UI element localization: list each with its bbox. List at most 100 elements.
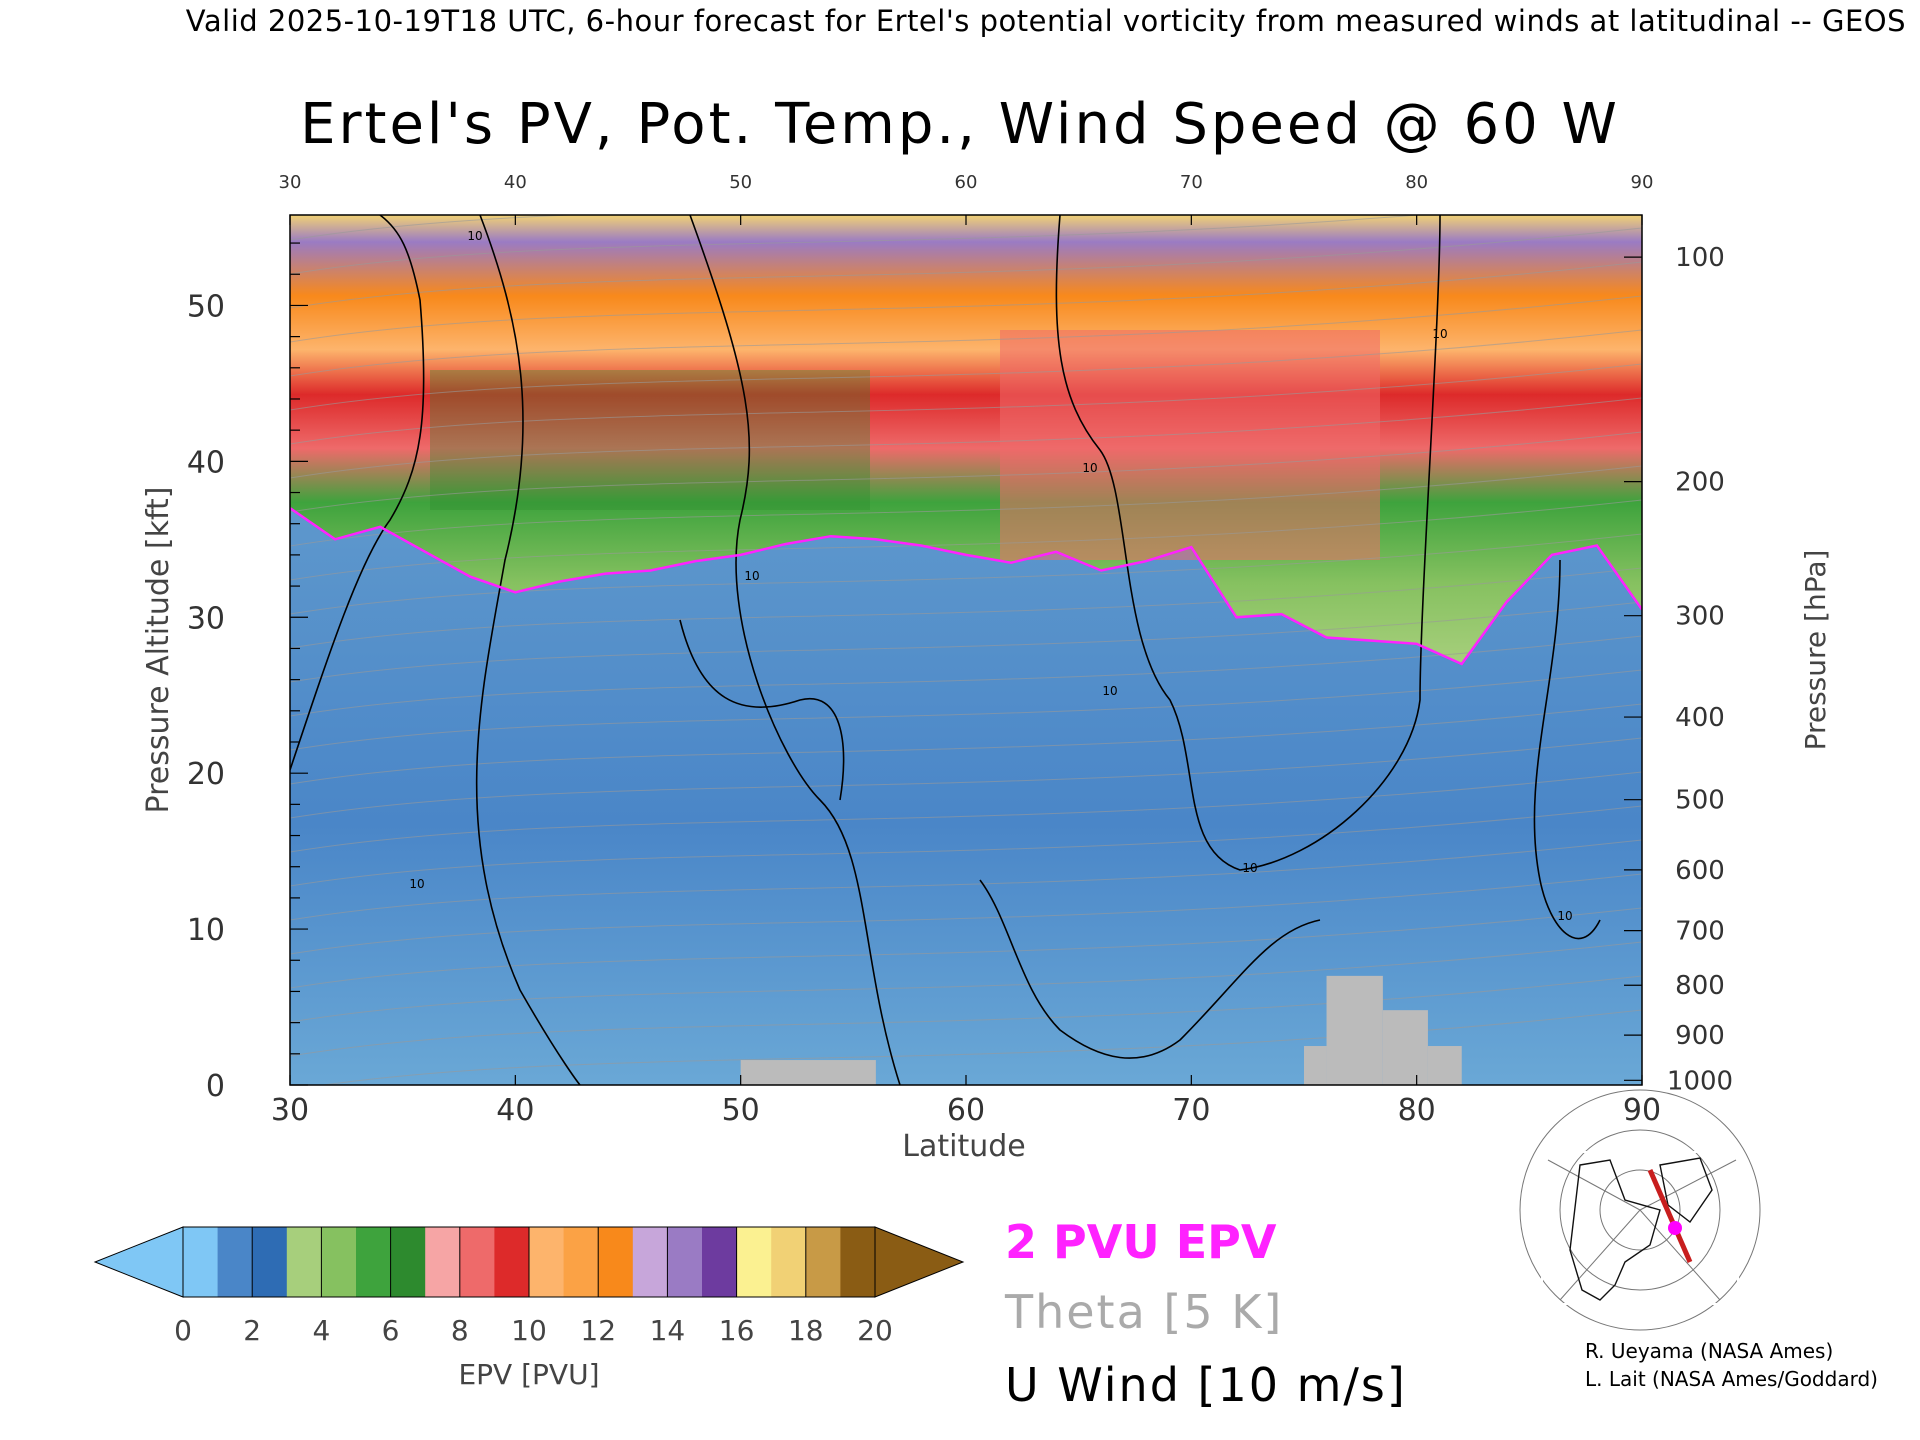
top-tick-label: 40 (504, 172, 527, 193)
colorbar-cell (183, 1227, 219, 1297)
terrain-mask (740, 975, 1462, 1085)
colorbar-tick-label: 8 (451, 1314, 469, 1347)
y-tick-label: 40 (187, 445, 225, 480)
theta-contour (290, 805, 1642, 887)
contour-label: 10 (467, 229, 482, 243)
plot-area (290, 215, 1642, 1085)
contour-label: 10 (744, 569, 759, 583)
colorbar-cell (805, 1227, 841, 1297)
section-line (1647, 1169, 1693, 1263)
theta-contour (290, 499, 1642, 581)
contour-label: 10 (1242, 861, 1257, 875)
pressure-tick-label: 500 (1675, 786, 1725, 816)
colorbar-tick-label: 2 (243, 1314, 261, 1347)
colorbar-cell (494, 1227, 530, 1297)
theta-contour (290, 227, 1642, 309)
colorbar-cell (632, 1227, 668, 1297)
y-tick-label: 10 (187, 913, 225, 948)
colorbar-tick-label: 20 (857, 1314, 893, 1347)
u-wind-contour (1533, 559, 1601, 940)
u-wind-contour (290, 215, 425, 771)
x-tick-label: 50 (722, 1093, 760, 1128)
u-wind-contour (689, 215, 901, 1085)
pressure-tick-label: 300 (1675, 602, 1725, 632)
x-tick-labels: 30 40 50 60 70 80 90 (271, 1093, 1661, 1128)
colorbar-tick-label: 4 (312, 1314, 330, 1347)
terrain-block (1304, 1046, 1327, 1085)
y-tick-label: 20 (187, 757, 225, 792)
top-tick-label: 30 (279, 172, 302, 193)
colorbar-cell (217, 1227, 253, 1297)
u-wind-contour (679, 619, 845, 801)
legend-2pvu: 2 PVU EPV (1005, 1215, 1277, 1269)
colorbar-cell (390, 1227, 426, 1297)
theta-contour (290, 635, 1642, 717)
y-tick-label: 30 (187, 601, 225, 636)
y-tick-label: 50 (187, 289, 225, 324)
pv-high-patches (430, 330, 1380, 560)
colorbar-cell (736, 1227, 772, 1297)
colorbar-tick-label: 12 (580, 1314, 616, 1347)
x-tick-label: 30 (271, 1093, 309, 1128)
y-tick-labels: 0 10 20 30 40 50 (187, 289, 225, 1104)
legend-uwind: U Wind [10 m/s] (1005, 1358, 1407, 1412)
axis-ticks (289, 215, 1643, 1086)
theta-contour (290, 215, 1425, 275)
theta-contour (290, 567, 1642, 649)
top-tick-label: 70 (1180, 172, 1203, 193)
colorbar-tick-label: 0 (174, 1314, 192, 1347)
colorbar-label: EPV [PVU] (458, 1358, 599, 1391)
top-tick-label: 80 (1405, 172, 1428, 193)
x-tick-label: 70 (1172, 1093, 1210, 1128)
theta-contour (290, 533, 1642, 615)
pv-green-patch (430, 370, 870, 510)
pressure-tick-label: 1000 (1667, 1066, 1733, 1096)
theta-contour (290, 873, 1642, 955)
theta-contour (290, 601, 1642, 683)
colorbar-tick-label: 14 (650, 1314, 686, 1347)
epv-colorbar: 0 2 4 6 8 10 12 14 16 18 20 EPV [PVU] (93, 1226, 965, 1391)
top-tick-label: 90 (1631, 172, 1654, 193)
theta-contour (290, 941, 1642, 1023)
colorbar-tick-label: 16 (719, 1314, 755, 1347)
colorbar-cell (252, 1227, 288, 1297)
contour-label: 10 (1557, 909, 1572, 923)
theta-contour (290, 839, 1642, 921)
theta-contour (290, 295, 1642, 377)
x-tick-label: 60 (947, 1093, 985, 1128)
theta-contour (290, 431, 1642, 513)
pressure-tick-label: 600 (1675, 856, 1725, 886)
colorbar-cell (286, 1227, 322, 1297)
coastline (1659, 1157, 1713, 1224)
contour-label: 10 (1102, 684, 1117, 698)
pressure-tick-label: 700 (1675, 917, 1725, 947)
theta-contour (290, 703, 1642, 785)
x-tick-label: 80 (1398, 1093, 1436, 1128)
colorbar-cell (702, 1227, 738, 1297)
top-tick-labels: 30 40 50 60 70 80 90 (279, 172, 1654, 193)
theta-contour (290, 261, 1642, 343)
x-tick-label: 90 (1623, 1093, 1661, 1128)
pressure-tick-label: 400 (1675, 703, 1725, 733)
u-wind-contours (290, 215, 1601, 1085)
contour-label: 10 (409, 877, 424, 891)
y-axis-label: Pressure Altitude [kft] (141, 487, 176, 814)
x-axis-label: Latitude (902, 1129, 1025, 1164)
legend-theta: Theta [5 K] (1005, 1285, 1284, 1339)
theta-contour (290, 669, 1642, 751)
colorbar-cell (563, 1227, 599, 1297)
colorbar-max-arrow (874, 1226, 965, 1298)
colorbar-cell (321, 1227, 357, 1297)
theta-contour (290, 363, 1642, 445)
theta-contour (290, 465, 1642, 547)
contour-label: 10 (1432, 327, 1447, 341)
colorbar-cell (356, 1227, 392, 1297)
pressure-tick-label: 100 (1675, 243, 1725, 273)
x-tick-label: 40 (496, 1093, 534, 1128)
map-background (1542, 1152, 1738, 1304)
2pvu-tropopause-line (290, 507, 1642, 666)
top-tick-label: 60 (955, 172, 978, 193)
forecast-header: Valid 2025-10-19T18 UTC, 6-hour forecast… (185, 4, 1906, 38)
colorbar-cell (840, 1227, 876, 1297)
